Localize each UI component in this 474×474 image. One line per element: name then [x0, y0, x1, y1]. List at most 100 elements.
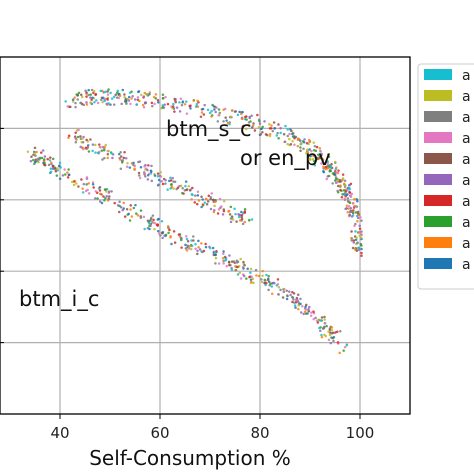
data-point: [240, 217, 244, 221]
x-axis-title: Self-Consumption %: [89, 446, 291, 470]
data-point: [73, 96, 76, 99]
data-point: [209, 197, 212, 201]
data-point: [59, 166, 62, 169]
data-point: [336, 179, 340, 182]
data-point: [160, 220, 164, 223]
data-point: [267, 274, 270, 278]
data-point: [289, 293, 292, 297]
data-point: [296, 144, 300, 148]
data-point: [279, 288, 282, 292]
data-point: [348, 210, 352, 214]
data-point: [194, 105, 198, 108]
data-point: [148, 227, 151, 231]
data-point: [196, 249, 199, 253]
data-point: [348, 186, 351, 190]
data-point: [350, 236, 353, 240]
data-point: [161, 97, 165, 100]
data-point: [137, 90, 140, 94]
data-point: [33, 146, 37, 150]
data-point: [202, 113, 206, 116]
data-point: [316, 321, 320, 324]
data-point: [305, 303, 308, 307]
data-point: [164, 178, 167, 182]
data-point: [198, 248, 202, 251]
data-point: [196, 105, 200, 108]
data-point: [192, 235, 195, 238]
data-point: [251, 277, 255, 280]
data-point: [230, 268, 234, 272]
data-point: [283, 140, 287, 144]
data-point: [307, 307, 310, 311]
data-point: [200, 205, 203, 209]
data-point: [325, 324, 328, 328]
data-point: [75, 182, 78, 185]
data-point: [285, 289, 288, 292]
data-point: [249, 271, 252, 275]
data-point: [114, 93, 117, 97]
data-point: [104, 143, 107, 147]
data-point: [101, 100, 104, 104]
data-point: [74, 131, 77, 134]
data-point: [145, 93, 149, 96]
data-point: [87, 93, 90, 97]
data-point: [98, 189, 102, 192]
data-point: [90, 88, 94, 92]
data-point: [267, 288, 270, 292]
data-point: [297, 304, 300, 307]
data-point: [113, 95, 116, 99]
legend-label-9: a: [462, 257, 471, 273]
data-point: [119, 158, 122, 161]
data-point: [123, 93, 126, 96]
data-point: [320, 152, 323, 156]
data-point: [150, 170, 153, 173]
data-point: [330, 328, 334, 332]
data-point: [319, 149, 322, 153]
data-point: [333, 173, 337, 176]
data-point: [307, 309, 311, 313]
data-point: [178, 101, 181, 104]
data-point: [151, 214, 155, 217]
data-point: [349, 195, 353, 198]
data-point: [85, 101, 88, 104]
data-point: [214, 253, 218, 256]
data-point: [199, 115, 203, 118]
data-point: [204, 245, 208, 249]
data-point: [150, 164, 153, 168]
data-point: [305, 142, 309, 145]
data-point: [229, 115, 233, 118]
data-point: [308, 305, 311, 309]
data-point: [213, 250, 217, 254]
data-point: [312, 141, 316, 144]
data-point: [196, 190, 200, 193]
data-point: [334, 168, 338, 171]
data-point: [284, 124, 287, 128]
data-point: [200, 242, 203, 245]
data-point: [279, 131, 282, 135]
data-point: [85, 183, 88, 186]
data-point: [172, 230, 176, 233]
data-point: [63, 168, 66, 171]
data-point: [345, 193, 349, 197]
data-point: [210, 109, 213, 113]
data-point: [347, 204, 351, 208]
data-point: [179, 97, 183, 100]
data-point: [300, 142, 303, 145]
data-point: [55, 174, 59, 177]
data-point: [314, 316, 317, 320]
data-point: [132, 161, 135, 165]
data-point: [94, 190, 98, 193]
data-point: [98, 200, 102, 203]
data-point: [294, 135, 298, 139]
data-point: [225, 264, 229, 268]
data-point: [312, 310, 315, 313]
legend-swatch-8: [424, 237, 452, 248]
data-point: [208, 246, 212, 250]
data-point: [146, 219, 150, 223]
data-point: [156, 175, 160, 178]
data-point: [110, 97, 114, 100]
data-point: [276, 283, 280, 286]
data-point: [249, 278, 253, 282]
data-point: [231, 218, 235, 221]
data-point: [257, 126, 261, 129]
data-point: [166, 188, 169, 191]
